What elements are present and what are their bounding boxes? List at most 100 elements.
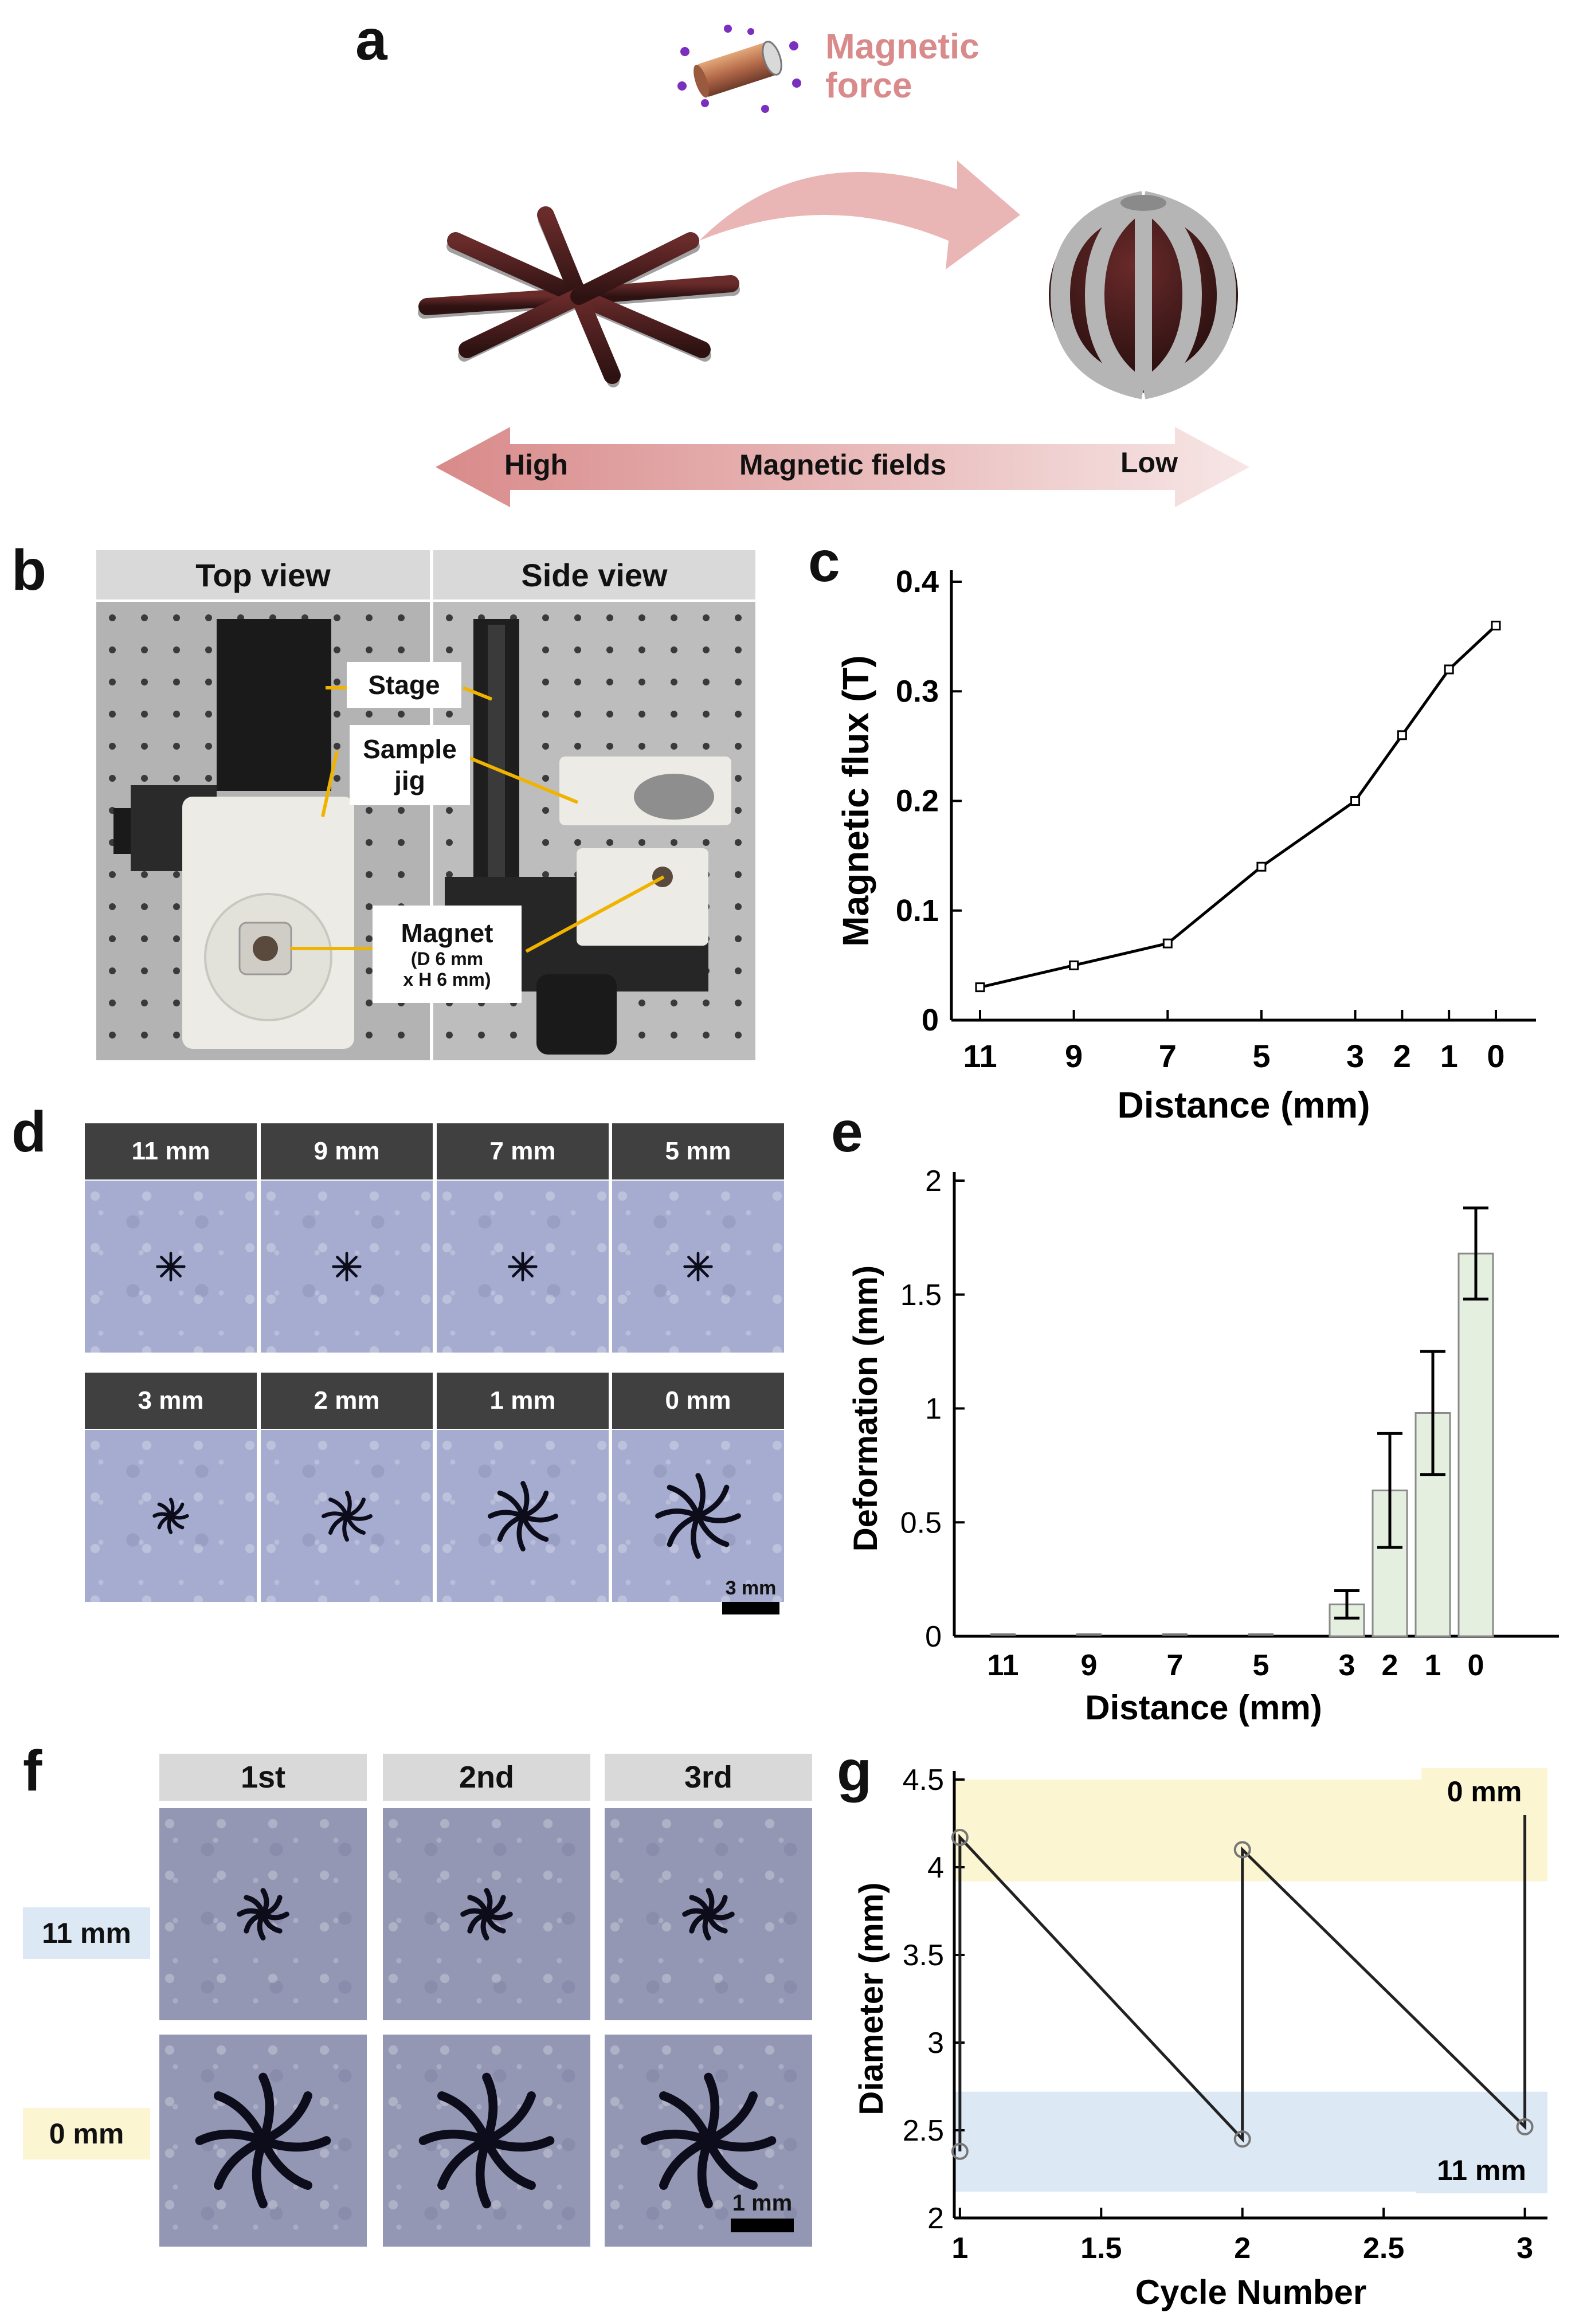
panel-label-a: a — [355, 8, 387, 72]
data-point — [1397, 730, 1407, 740]
x-tick-label: 2 — [1393, 1038, 1411, 1074]
distance-header: 0 mm — [612, 1373, 784, 1429]
cycle-header: 2nd — [383, 1754, 590, 1801]
flat-gripper-icon — [418, 206, 740, 387]
distance-header: 2 mm — [261, 1373, 433, 1429]
distance-header: 11 mm — [85, 1123, 257, 1179]
closed-gripper-sphere-icon — [1049, 191, 1238, 399]
bar — [1457, 1252, 1494, 1637]
gripper-photo — [261, 1181, 433, 1353]
y-tick-label: 1 — [925, 1393, 942, 1426]
callout-sample-jig: Sample jig — [350, 725, 470, 805]
gripper-icon — [634, 2066, 783, 2218]
data-point — [1069, 960, 1079, 970]
y-tick-label: 0.2 — [896, 784, 939, 818]
data-point — [1233, 1841, 1251, 1859]
y-tick-label: 0.3 — [896, 674, 939, 708]
scale-bar-f: 1 mm — [731, 2190, 794, 2232]
gripper-icon — [665, 1871, 751, 1960]
scale-bar-line — [731, 2219, 794, 2232]
curved-arrow-icon — [699, 160, 1020, 269]
data-point — [951, 2142, 969, 2160]
panel-label-g: g — [837, 1739, 872, 1803]
band-label-11mm-bg — [1416, 2146, 1547, 2193]
arrow-low-label: Low — [1120, 446, 1178, 479]
diameter-cycle-chart: 2 2.5 3 3.5 4 4.5 1 1.5 2 2.5 3 0 mm 11 mm Cycle Numb… — [853, 1763, 1547, 2311]
scale-bar-label: 1 mm — [732, 2190, 793, 2216]
gripper-icon — [220, 1871, 306, 1960]
panel-label-c: c — [808, 530, 840, 594]
panel-label-d: d — [11, 1100, 47, 1164]
data-point — [1516, 2118, 1534, 2135]
header-side-view: Side view — [433, 550, 755, 599]
distance-header: 7 mm — [437, 1123, 609, 1179]
gripper-icon — [189, 2066, 338, 2218]
header-top-view: Top view — [96, 550, 430, 599]
y-tick-label: 4 — [927, 1851, 944, 1884]
x-tick-label: 7 — [1167, 1649, 1184, 1682]
y-tick-label: 2 — [925, 1165, 942, 1198]
x-tick-label: 11 — [963, 1038, 997, 1074]
x-axis-title: Distance (mm) — [1118, 1084, 1370, 1126]
gripper-icon — [676, 1244, 720, 1292]
x-axis-title: Cycle Number — [1135, 2273, 1366, 2311]
magnetic-force-label: Magnetic force — [825, 27, 979, 106]
gripper-photo — [85, 1181, 257, 1353]
x-tick-label: 1 — [951, 2232, 968, 2265]
cycle-header: 1st — [159, 1754, 367, 1801]
x-tick-label: 1.5 — [1080, 2232, 1122, 2265]
data-point — [1162, 938, 1173, 949]
cycle-photo — [605, 1808, 812, 2020]
gripper-icon — [444, 1871, 530, 1960]
magnet-cylinder-icon — [677, 25, 801, 113]
y-tick-label: 0 — [922, 1003, 939, 1037]
arrow-center-label: Magnetic fields — [739, 449, 947, 481]
band-label-0mm-bg — [1421, 1768, 1547, 1815]
callout-lines — [290, 686, 665, 953]
y-tick-label: 1.5 — [900, 1279, 942, 1312]
gripper-icon — [412, 2066, 561, 2218]
arrow-high-label: High — [504, 449, 569, 481]
x-tick-label: 11 — [988, 1649, 1019, 1682]
cycle-photo — [159, 2035, 367, 2247]
x-axis-title: Distance (mm) — [1085, 1688, 1322, 1727]
y-tick-label: 0.1 — [896, 893, 939, 928]
data-point — [1233, 2130, 1251, 2148]
x-tick-label: 0 — [1468, 1649, 1484, 1682]
callout-magnet: Magnet (D 6 mm x H 6 mm) — [373, 906, 522, 1003]
magnetic-field-arrow — [436, 427, 1249, 507]
gripper-icon — [324, 1244, 369, 1292]
panel-label-e: e — [831, 1100, 863, 1164]
x-tick-label: 9 — [1081, 1649, 1098, 1682]
gripper-photo — [85, 1430, 257, 1602]
y-tick-label: 0 — [925, 1620, 942, 1653]
gripper-photo — [612, 1430, 784, 1602]
y-tick-label: 0.5 — [900, 1506, 942, 1539]
x-tick-label: 1 — [1425, 1649, 1441, 1682]
y-tick-label: 0.4 — [896, 565, 939, 599]
distance-header: 1 mm — [437, 1373, 609, 1429]
data-point — [1444, 664, 1454, 675]
x-tick-label: 1 — [1440, 1038, 1458, 1074]
row-tag-0mm: 0 mm — [23, 2108, 150, 2160]
x-tick-label: 3 — [1517, 2232, 1533, 2265]
scale-bar-label: 3 mm — [725, 1577, 777, 1599]
data-point — [1491, 621, 1501, 630]
y-tick-label: 2.5 — [903, 2114, 944, 2147]
scale-bar-line — [722, 1602, 779, 1614]
distance-header: 9 mm — [261, 1123, 433, 1179]
cycle-header: 3rd — [605, 1754, 812, 1801]
diameter-series-line — [958, 1800, 1527, 2151]
y-tick-label: 3.5 — [903, 1939, 944, 1972]
panel-label-b: b — [11, 538, 47, 602]
gripper-icon — [653, 1471, 743, 1563]
band-label-11mm: 11 mm — [1437, 2154, 1526, 2186]
y-tick-label: 3 — [927, 2027, 944, 2060]
distance-header: 5 mm — [612, 1123, 784, 1179]
band-label-0mm: 0 mm — [1447, 1776, 1522, 1808]
y-axis-title: Diameter (mm) — [853, 1882, 890, 2115]
x-tick-label: 3 — [1346, 1038, 1364, 1074]
panel-label-f: f — [23, 1739, 42, 1803]
